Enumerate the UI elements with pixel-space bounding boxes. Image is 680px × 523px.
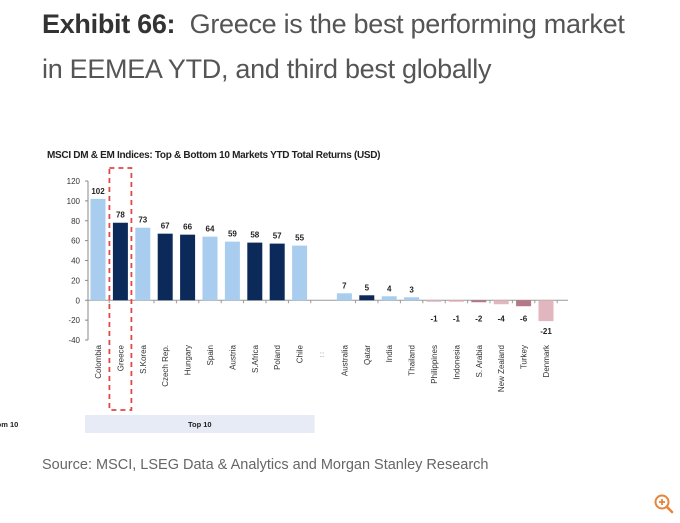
data-label: 73 <box>138 216 147 225</box>
data-label: 5 <box>365 283 370 292</box>
bar-hungary <box>180 234 196 301</box>
category-label: Colombia <box>94 344 103 378</box>
data-label: 102 <box>91 187 105 196</box>
data-label: 59 <box>228 230 237 239</box>
category-label: Indonesia <box>452 344 461 379</box>
y-tick-label: -20 <box>68 316 80 325</box>
data-label: -1 <box>430 314 438 323</box>
category-label: S. Arabia <box>475 344 484 377</box>
category-label: India <box>385 344 394 362</box>
bar-qatar <box>359 295 375 301</box>
data-label: 58 <box>250 231 259 240</box>
bar-thailand <box>404 297 420 301</box>
category-label: Turkey <box>520 345 529 369</box>
data-label: -2 <box>475 314 483 323</box>
y-tick-label: 0 <box>76 296 81 305</box>
category-label: Hungary <box>184 345 193 375</box>
data-label: -1 <box>453 314 461 323</box>
data-label: 3 <box>409 285 414 294</box>
data-label: -21 <box>540 327 552 336</box>
category-label: Poland <box>273 345 282 370</box>
category-label: Australia <box>340 344 349 376</box>
highlight-box <box>108 167 133 411</box>
category-label: Greece <box>116 344 125 371</box>
exhibit-label: Exhibit 66: <box>42 9 176 39</box>
y-tick-label: 60 <box>71 237 80 246</box>
data-label: 64 <box>206 225 215 234</box>
data-label: -6 <box>520 314 528 323</box>
bar-india <box>381 296 397 301</box>
category-label: Chile <box>296 344 305 363</box>
zoom-in-icon[interactable] <box>652 492 676 516</box>
data-label: -4 <box>498 314 506 323</box>
chart-title: MSCI DM & EM Indices: Top & Bottom 10 Ma… <box>47 150 381 161</box>
exhibit-title: Exhibit 66: Greece is the best performin… <box>42 2 642 92</box>
category-label: S.Korea <box>139 344 148 373</box>
data-label: 57 <box>273 232 282 241</box>
bar-s-arabia <box>471 300 487 303</box>
bar-indonesia <box>448 300 464 302</box>
category-label: S.Africa <box>251 344 260 373</box>
category-label: Austria <box>228 344 237 369</box>
bar-austria <box>224 241 240 301</box>
category-label: Czech Rep. <box>161 345 170 387</box>
data-label: 55 <box>295 234 304 243</box>
exhibit-title-text: Greece is the best performing market in … <box>42 9 625 84</box>
group-label: Top 10 <box>188 420 212 429</box>
source-note: Source: MSCI, LSEG Data & Analytics and … <box>42 457 489 473</box>
category-label: Philippines <box>430 345 439 384</box>
bar-philippines <box>426 300 442 302</box>
bar-poland <box>269 243 285 301</box>
bar-chile <box>292 245 308 301</box>
bar-greece <box>112 222 128 301</box>
category-label: Qatar <box>363 345 372 365</box>
category-label: Thailand <box>408 345 417 376</box>
bar-czech-rep- <box>157 233 173 301</box>
category-label: Denmark <box>542 344 551 377</box>
y-tick-label: 40 <box>71 257 80 266</box>
y-tick-label: 120 <box>67 177 81 186</box>
data-label: 67 <box>161 222 170 231</box>
y-tick-label: -40 <box>68 336 80 345</box>
bar-turkey <box>516 300 532 307</box>
bar-s-africa <box>247 242 263 301</box>
bar-denmark <box>538 300 554 322</box>
y-tick-label: 80 <box>71 217 80 226</box>
group-label: Bottom 10 <box>0 420 18 429</box>
bar-s-korea <box>135 227 151 301</box>
group-band <box>85 415 315 433</box>
bar-australia <box>336 293 352 301</box>
gap-marker: :: <box>320 350 324 359</box>
bar-colombia <box>90 198 106 301</box>
y-tick-label: 20 <box>71 276 80 285</box>
category-label: New Zealand <box>497 345 506 392</box>
bar-new-zealand <box>493 300 509 305</box>
category-label: Spain <box>206 345 215 365</box>
data-label: 66 <box>183 223 192 232</box>
data-label: 4 <box>387 284 392 293</box>
bar-spain <box>202 236 218 301</box>
data-label: 78 <box>116 211 125 220</box>
data-label: 7 <box>342 281 347 290</box>
y-tick-label: 100 <box>67 197 81 206</box>
